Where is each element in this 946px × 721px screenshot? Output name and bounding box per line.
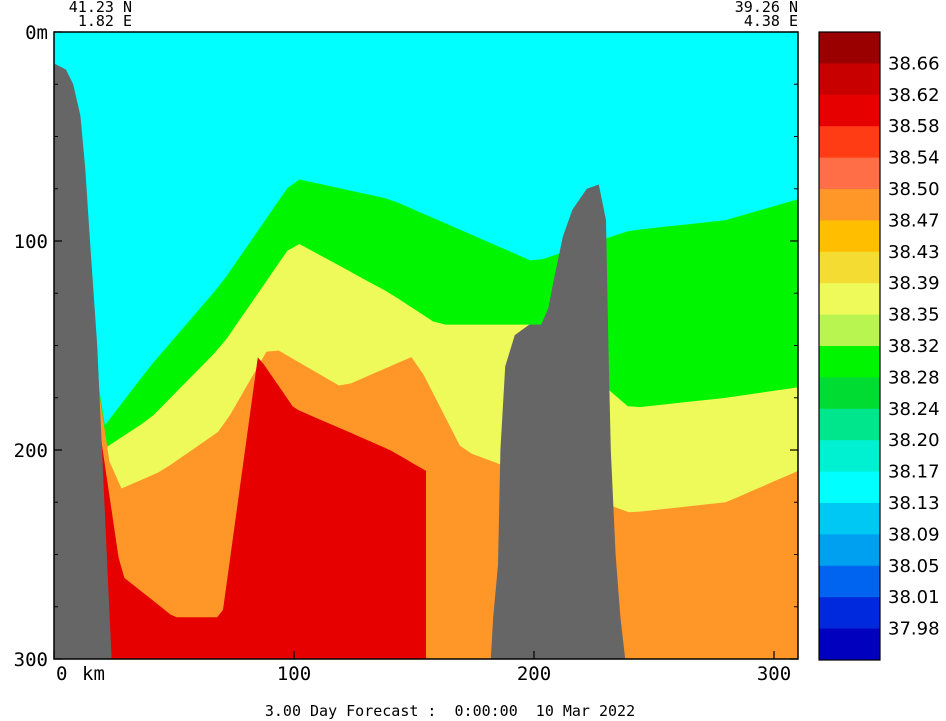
bathymetry-polygon-3 xyxy=(490,184,626,659)
colorbar-swatch xyxy=(819,628,880,661)
salinity-band-5 xyxy=(78,282,426,659)
end-lat-label: 39.26 N xyxy=(735,0,798,16)
y-tick-label: 300 xyxy=(14,649,48,671)
colorbar-label: 38.17 xyxy=(888,462,940,483)
colorbar-label: 38.54 xyxy=(888,148,940,169)
colorbar-label: 38.50 xyxy=(888,179,940,200)
colorbar-swatch xyxy=(819,157,880,190)
colorbar-swatch xyxy=(819,283,880,316)
colorbar-label: 38.58 xyxy=(888,116,940,137)
colorbar-label: 38.24 xyxy=(888,399,940,420)
colorbar-label: 38.62 xyxy=(888,85,940,106)
colorbar-swatch xyxy=(819,377,880,410)
colorbar-label: 38.20 xyxy=(888,430,940,451)
colorbar-swatch xyxy=(819,408,880,441)
end-lon-label: 4.38 E xyxy=(744,12,798,30)
y-tick-label: 100 xyxy=(14,231,48,253)
x-tick-label: 200 xyxy=(517,663,551,685)
colorbar-label: 38.09 xyxy=(888,524,940,545)
colorbar-swatch xyxy=(819,471,880,504)
colorbar-swatch xyxy=(819,32,880,64)
colorbar-label: 38.28 xyxy=(888,367,940,388)
colorbar-label: 38.13 xyxy=(888,493,940,514)
colorbar: 38.66 38.62 38.58 38.54 38.50 38.47 38.43 38.39… xyxy=(818,31,940,661)
x-tick-label: 0 xyxy=(56,663,67,685)
colorbar-label: 38.39 xyxy=(888,273,940,294)
colorbar-swatch xyxy=(819,314,880,347)
colorbar-swatch xyxy=(819,251,880,284)
colorbar-label: 37.98 xyxy=(888,619,940,640)
colorbar-label: 38.47 xyxy=(888,210,940,231)
y-tick-label: 0m xyxy=(25,22,48,44)
colorbar-swatch xyxy=(819,597,880,630)
colorbar-label: 38.43 xyxy=(888,242,940,263)
start-lat-label: 41.23 N xyxy=(69,0,132,16)
colorbar-swatch xyxy=(819,534,880,567)
colorbar-label: 38.66 xyxy=(888,53,940,74)
colorbar-swatch xyxy=(819,126,880,159)
x-unit-label: km xyxy=(82,663,105,685)
bathymetry-polygon-1 xyxy=(54,32,112,659)
colorbar-swatch xyxy=(819,220,880,253)
colorbar-swatch xyxy=(819,440,880,473)
colorbar-swatch xyxy=(819,189,880,221)
colorbar-swatch xyxy=(819,346,880,378)
x-tick-label: 300 xyxy=(757,663,791,685)
colorbar-label: 38.32 xyxy=(888,336,940,357)
axes: 0 100 200 300 0m 100 200 300 xyxy=(14,22,798,685)
plot-area xyxy=(54,32,798,659)
start-lon-label: 1.82 E xyxy=(78,12,132,30)
forecast-footer: 3.00 Day Forecast : 0:00:00 10 Mar 2022 xyxy=(265,702,635,720)
colorbar-label: 38.35 xyxy=(888,305,940,326)
colorbar-swatch xyxy=(819,503,880,535)
colorbar-swatch xyxy=(819,94,880,127)
y-tick-label: 200 xyxy=(14,440,48,462)
colorbar-frame xyxy=(818,31,881,661)
colorbar-swatch xyxy=(819,565,880,598)
colorbar-swatch xyxy=(819,63,880,96)
colorbar-label: 38.05 xyxy=(888,556,940,577)
x-tick-label: 100 xyxy=(277,663,311,685)
colorbar-label: 38.01 xyxy=(888,587,940,608)
